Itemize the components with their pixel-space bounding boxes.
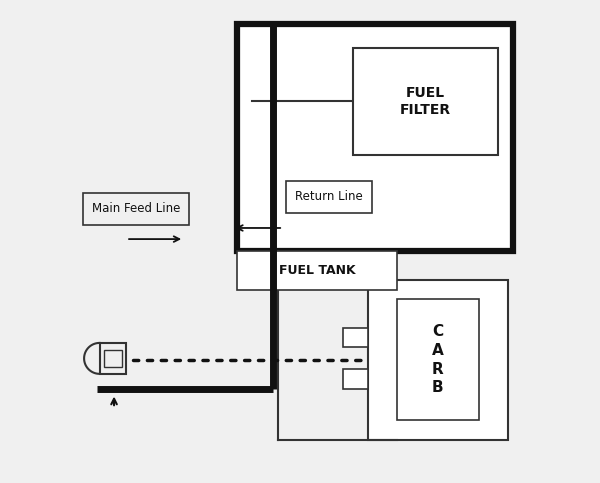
Text: Return Line: Return Line bbox=[295, 190, 363, 203]
Text: FUEL
FILTER: FUEL FILTER bbox=[400, 86, 451, 116]
Bar bbox=[353, 48, 498, 155]
Bar bbox=[343, 369, 368, 388]
Bar bbox=[286, 181, 373, 213]
Text: Main Feed Line: Main Feed Line bbox=[92, 202, 180, 215]
Text: C
A
R
B: C A R B bbox=[432, 325, 443, 395]
Bar bbox=[100, 343, 126, 374]
Text: FUEL TANK: FUEL TANK bbox=[278, 264, 355, 277]
Bar bbox=[368, 280, 508, 440]
Bar bbox=[104, 350, 122, 367]
Bar bbox=[237, 251, 397, 290]
Bar bbox=[397, 299, 479, 420]
Bar bbox=[343, 328, 368, 347]
Bar bbox=[237, 24, 512, 251]
Bar bbox=[83, 193, 189, 225]
